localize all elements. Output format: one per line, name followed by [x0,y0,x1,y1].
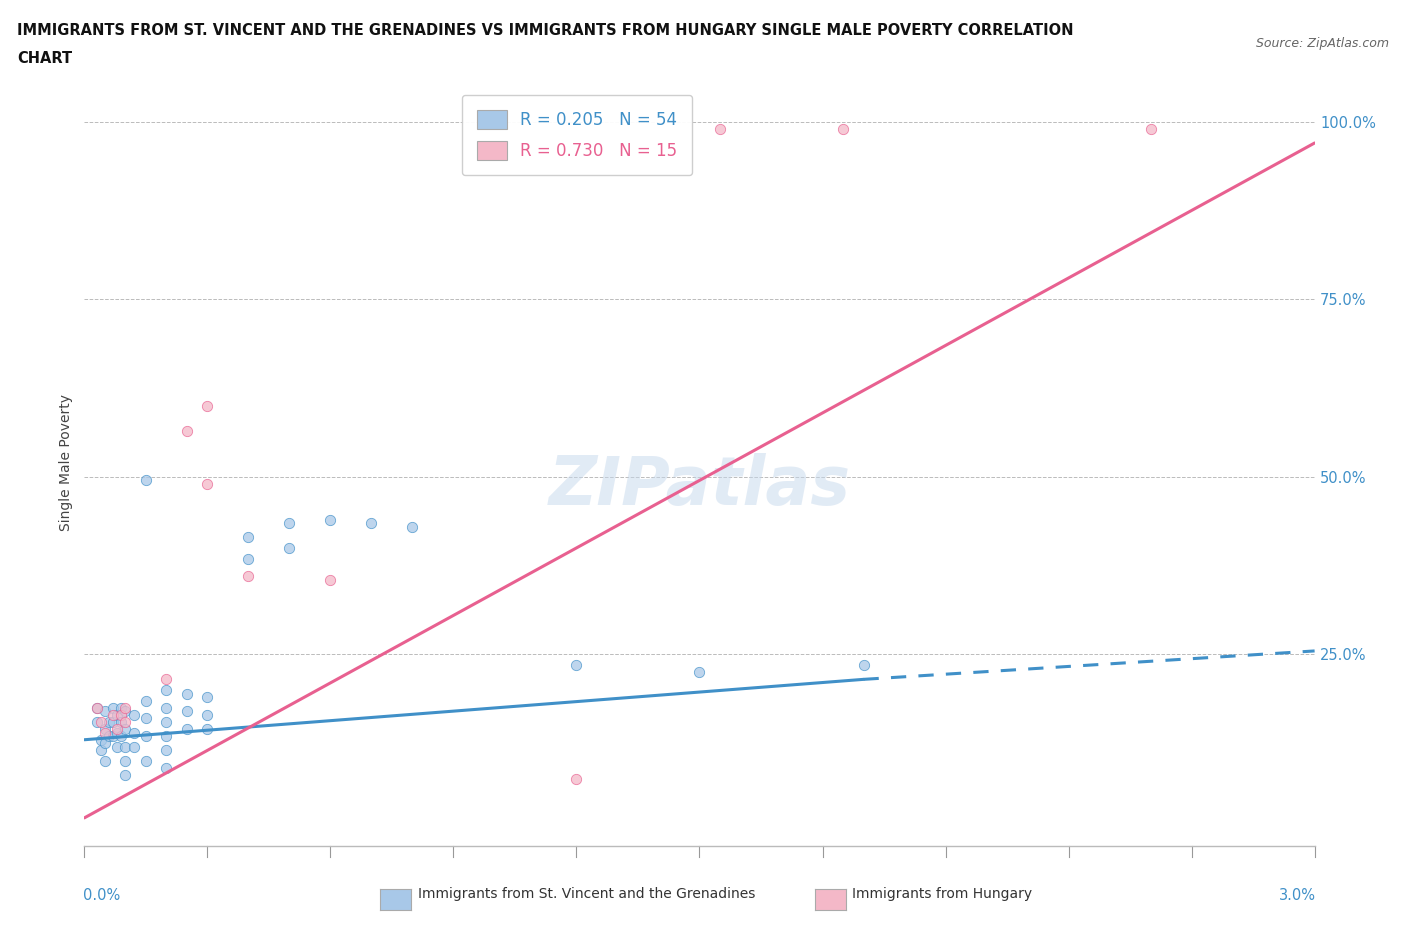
Point [114,739,136,754]
Point [94,736,117,751]
Point [155,761,177,776]
Point [709,121,731,136]
Text: Source: ZipAtlas.com: Source: ZipAtlas.com [1256,37,1389,50]
Point [135,711,157,726]
Point [94,725,117,740]
Point [319,573,342,588]
Point [155,671,177,686]
Point [114,722,136,737]
Point [319,512,342,527]
Point [114,700,136,715]
Text: 3.0%: 3.0% [1279,888,1316,904]
Point [155,743,177,758]
Point [110,729,132,744]
Point [832,121,855,136]
Point [98,714,121,729]
Point [105,708,128,723]
Text: CHART: CHART [17,51,72,66]
Point [110,708,132,723]
Point [401,519,423,534]
Point [565,658,588,672]
Point [101,708,124,723]
Point [114,704,136,719]
Text: ZIPatlas: ZIPatlas [548,453,851,519]
Point [105,725,128,740]
Point [135,473,157,488]
Point [852,658,875,672]
Point [94,753,117,768]
Point [90,732,112,747]
Text: Immigrants from St. Vincent and the Grenadines: Immigrants from St. Vincent and the Gren… [418,886,755,901]
Point [114,768,136,783]
Point [94,722,117,737]
Point [122,725,145,740]
Point [90,714,112,729]
Point [86,714,108,729]
Point [360,515,382,530]
Point [197,690,219,705]
Point [114,714,136,729]
Point [122,708,145,723]
Point [197,722,219,737]
Point [197,708,219,723]
Point [176,722,198,737]
Point [278,515,301,530]
Text: IMMIGRANTS FROM ST. VINCENT AND THE GRENADINES VS IMMIGRANTS FROM HUNGARY SINGLE: IMMIGRANTS FROM ST. VINCENT AND THE GREN… [17,23,1073,38]
Point [155,683,177,698]
Point [565,771,588,786]
Point [122,739,145,754]
Legend: R = 0.205   N = 54, R = 0.730   N = 15: R = 0.205 N = 54, R = 0.730 N = 15 [461,95,692,175]
Point [101,729,124,744]
Point [238,551,260,566]
Point [197,476,219,491]
Point [90,743,112,758]
Point [135,753,157,768]
Point [86,700,108,715]
Point [155,729,177,744]
Point [176,704,198,719]
Point [197,398,219,413]
Point [114,753,136,768]
Point [135,693,157,708]
Point [86,700,108,715]
Point [1139,121,1161,136]
Y-axis label: Single Male Poverty: Single Male Poverty [59,394,73,531]
Point [238,569,260,584]
Point [101,714,124,729]
Point [101,700,124,715]
Text: Immigrants from Hungary: Immigrants from Hungary [852,886,1032,901]
Point [105,739,128,754]
Point [105,722,128,737]
Point [176,686,198,701]
Text: 0.0%: 0.0% [83,888,121,904]
Point [689,665,711,680]
Point [278,540,301,555]
Point [98,729,121,744]
Point [135,729,157,744]
Point [238,530,260,545]
Point [110,700,132,715]
Point [176,423,198,438]
Point [155,700,177,715]
Point [94,704,117,719]
Point [155,714,177,729]
Point [110,714,132,729]
